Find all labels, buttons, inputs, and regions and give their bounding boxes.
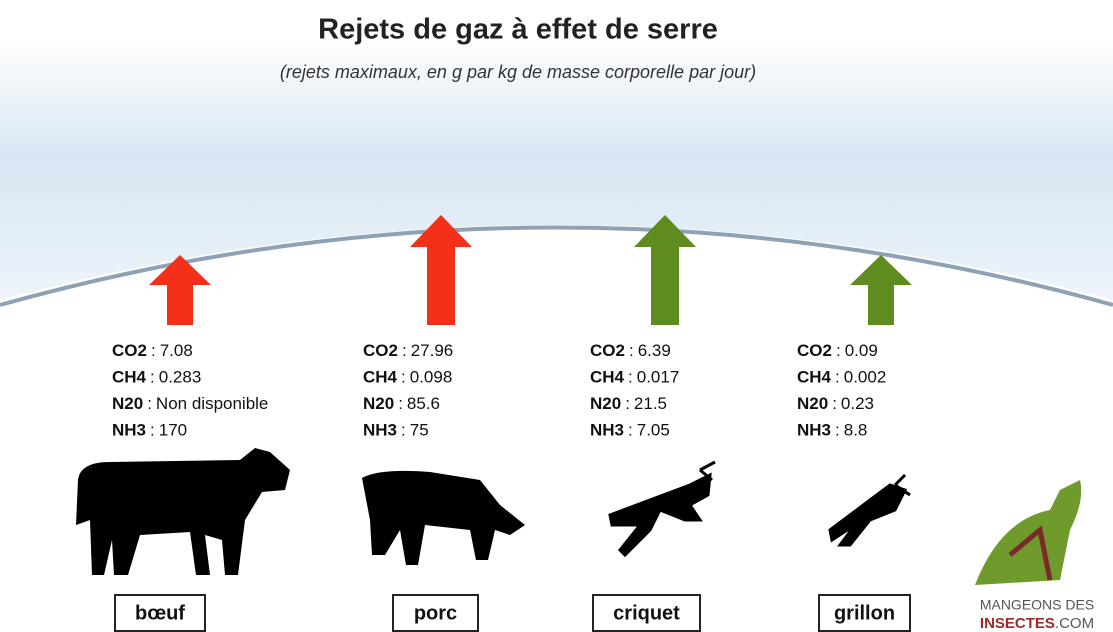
gas-value: 170 (159, 421, 187, 440)
gas-label: CO2 (363, 341, 398, 360)
animal-name: bœuf (135, 602, 185, 624)
infographic: Rejets de gaz à effet de serre (rejets m… (0, 0, 1113, 632)
logo-line2: INSECTES.COM (980, 615, 1094, 632)
gas-label: N20 (590, 394, 621, 413)
stat-line: N20:21.5 (590, 394, 667, 413)
gas-label: CO2 (590, 341, 625, 360)
gas-value: 0.098 (410, 368, 453, 387)
subtitle: (rejets maximaux, en g par kg de masse c… (280, 62, 756, 82)
gas-label: CH4 (590, 368, 625, 387)
gas-value: Non disponible (156, 394, 268, 413)
stat-line: CO2:7.08 (112, 341, 193, 360)
separator: : (628, 421, 633, 440)
separator: : (832, 394, 837, 413)
stat-line: N20:85.6 (363, 394, 440, 413)
separator: : (629, 341, 634, 360)
stat-line: CO2:6.39 (590, 341, 671, 360)
gas-value: 7.08 (160, 341, 193, 360)
gas-label: NH3 (112, 421, 146, 440)
separator: : (835, 368, 840, 387)
stat-line: NH3:170 (112, 421, 187, 440)
gas-label: N20 (112, 394, 143, 413)
gas-label: CO2 (797, 341, 832, 360)
separator: : (150, 368, 155, 387)
animal-name: porc (414, 602, 457, 624)
separator: : (150, 421, 155, 440)
gas-value: 6.39 (638, 341, 671, 360)
gas-value: 21.5 (634, 394, 667, 413)
stat-line: NH3:75 (363, 421, 429, 440)
gas-value: 75 (410, 421, 429, 440)
separator: : (835, 421, 840, 440)
separator: : (625, 394, 630, 413)
logo-line1: MANGEONS DES (980, 597, 1094, 613)
separator: : (151, 341, 156, 360)
stat-line: NH3:7.05 (590, 421, 670, 440)
title: Rejets de gaz à effet de serre (318, 14, 718, 46)
stat-line: CO2:0.09 (797, 341, 878, 360)
animal-name: criquet (613, 602, 680, 624)
gas-label: CH4 (363, 368, 398, 387)
gas-value: 85.6 (407, 394, 440, 413)
gas-label: NH3 (363, 421, 397, 440)
separator: : (836, 341, 841, 360)
animal-name: grillon (834, 602, 895, 624)
gas-label: CH4 (797, 368, 832, 387)
gas-label: NH3 (797, 421, 831, 440)
logo-name: INSECTES (980, 615, 1055, 632)
logo-suffix: .COM (1055, 615, 1094, 632)
gas-value: 0.23 (841, 394, 874, 413)
separator: : (628, 368, 633, 387)
gas-value: 0.283 (159, 368, 202, 387)
separator: : (147, 394, 152, 413)
gas-label: CH4 (112, 368, 147, 387)
gas-value: 0.017 (637, 368, 680, 387)
stat-line: N20:0.23 (797, 394, 874, 413)
gas-label: CO2 (112, 341, 147, 360)
gas-value: 7.05 (637, 421, 670, 440)
gas-value: 0.002 (844, 368, 887, 387)
gas-label: N20 (363, 394, 394, 413)
gas-value: 8.8 (844, 421, 868, 440)
gas-label: NH3 (590, 421, 624, 440)
separator: : (401, 421, 406, 440)
separator: : (401, 368, 406, 387)
stat-line: N20:Non disponible (112, 394, 268, 413)
gas-label: N20 (797, 394, 828, 413)
separator: : (402, 341, 407, 360)
gas-value: 27.96 (411, 341, 454, 360)
separator: : (398, 394, 403, 413)
gas-value: 0.09 (845, 341, 878, 360)
